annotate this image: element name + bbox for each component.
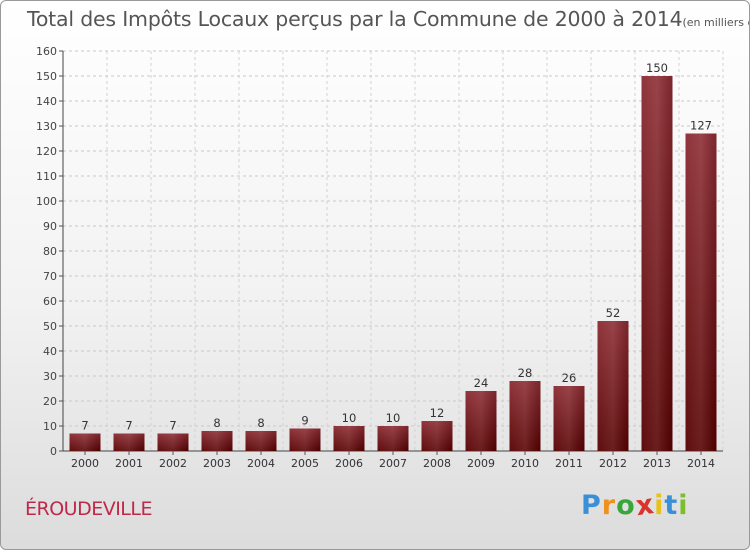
data-label-2012: 52: [606, 306, 621, 320]
y-tick-label: 100: [36, 195, 57, 208]
data-label-2002: 7: [169, 419, 176, 433]
data-label-2000: 7: [81, 419, 88, 433]
x-tick-label-2008: 2008: [423, 457, 451, 470]
data-label-2006: 10: [342, 411, 357, 425]
y-tick-label: 80: [43, 245, 57, 258]
data-label-2003: 8: [213, 416, 220, 430]
commune-name: ÉROUDEVILLE: [25, 498, 152, 520]
x-tick-label-2011: 2011: [555, 457, 583, 470]
chart-title-text: Total des Impôts Locaux perçus par la Co…: [27, 7, 683, 31]
x-tick-label-2003: 2003: [203, 457, 231, 470]
bar-shade-2014: [685, 133, 717, 451]
bar-shade-2011: [553, 386, 585, 451]
bar-shade-2000: [69, 433, 101, 451]
bar-shade-2007: [377, 426, 409, 451]
x-tick-label-2006: 2006: [335, 457, 363, 470]
y-tick-label: 60: [43, 295, 57, 308]
bars: [69, 76, 717, 451]
x-tick-label-2000: 2000: [71, 457, 99, 470]
y-tick-label: 120: [36, 145, 57, 158]
bar-shade-2010: [509, 381, 541, 451]
y-tick-label: 0: [50, 445, 57, 458]
x-tick-label-2012: 2012: [599, 457, 627, 470]
x-tick-label-2013: 2013: [643, 457, 671, 470]
y-tick-label: 160: [36, 45, 57, 58]
logo-letter: o: [616, 490, 636, 521]
x-tick-label-2002: 2002: [159, 457, 187, 470]
data-label-2014: 127: [690, 119, 712, 133]
x-tick-label-2004: 2004: [247, 457, 275, 470]
bar-shade-2012: [597, 321, 629, 451]
bar-shade-2009: [465, 391, 497, 451]
x-tick-label-2001: 2001: [115, 457, 143, 470]
bar-shade-2008: [421, 421, 453, 451]
x-tick-label-2009: 2009: [467, 457, 495, 470]
data-label-2004: 8: [257, 416, 264, 430]
logo-letter: P: [581, 490, 602, 521]
logo-letter: i: [678, 490, 689, 521]
logo-letter: x: [633, 488, 657, 523]
bar-shade-2005: [289, 428, 321, 451]
y-tick-label: 110: [36, 170, 57, 183]
x-tick-label-2014: 2014: [687, 457, 715, 470]
logo-letter: t: [664, 490, 679, 521]
x-tick-label-2007: 2007: [379, 457, 407, 470]
y-tick-label: 30: [43, 370, 57, 383]
y-tick-label: 140: [36, 95, 57, 108]
data-label-2010: 28: [518, 366, 533, 380]
proxiti-logo: Proxiti: [581, 488, 689, 523]
chart-title: Total des Impôts Locaux perçus par la Co…: [27, 7, 749, 31]
x-tick-label-2010: 2010: [511, 457, 539, 470]
y-tick-label: 10: [43, 420, 57, 433]
x-tick-label-2005: 2005: [291, 457, 319, 470]
bar-shade-2004: [245, 431, 277, 451]
bar-shade-2013: [641, 76, 673, 451]
bar-shade-2002: [157, 433, 189, 451]
data-label-2007: 10: [386, 411, 401, 425]
y-tick-label: 40: [43, 345, 57, 358]
y-tick-label: 70: [43, 270, 57, 283]
y-tick-label: 20: [43, 395, 57, 408]
data-label-2009: 24: [474, 376, 489, 390]
y-tick-label: 130: [36, 120, 57, 133]
logo-letter: r: [601, 490, 617, 521]
bar-shade-2006: [333, 426, 365, 451]
data-label-2001: 7: [125, 419, 132, 433]
data-label-2005: 9: [301, 414, 308, 428]
y-tick-label: 150: [36, 70, 57, 83]
chart-subtitle: (en milliers d'€): [682, 16, 749, 29]
data-label-2008: 12: [430, 406, 445, 420]
logo-letter: i: [654, 490, 665, 521]
bar-shade-2003: [201, 431, 233, 451]
y-tick-label: 50: [43, 320, 57, 333]
data-labels: 7 7 7 8 8 9 10 10 12 24 28 26 52 150 127: [81, 61, 712, 433]
data-label-2011: 26: [562, 371, 577, 385]
y-tick-label: 90: [43, 220, 57, 233]
bar-shade-2001: [113, 433, 145, 451]
data-label-2013: 150: [646, 61, 668, 75]
